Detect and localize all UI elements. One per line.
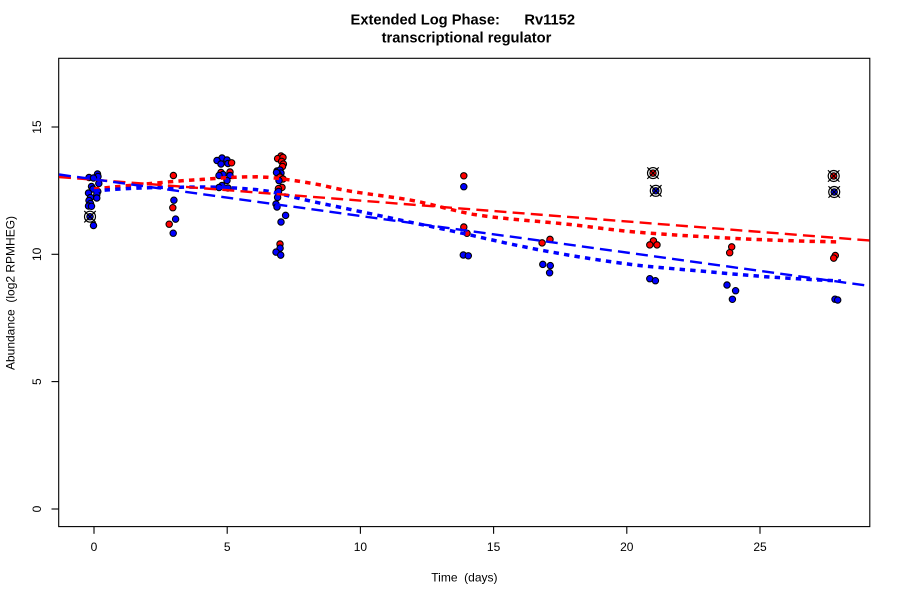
svg-text:Abundance (log2 RPMHEG): Abundance (log2 RPMHEG) [4,216,18,370]
svg-text:10: 10 [354,540,368,554]
svg-text:20: 20 [620,540,634,554]
svg-text:5: 5 [224,540,231,554]
svg-text:Extended Log Phase: Rv115: Extended Log Phase: Rv1152 [351,13,575,29]
svg-text:15: 15 [487,540,501,554]
svg-text:transcriptional regulator: transcriptional regulator [382,31,552,47]
svg-text:25: 25 [753,540,767,554]
svg-text:15: 15 [30,120,44,134]
svg-text:Time (days): Time (days) [431,571,497,585]
svg-text:5: 5 [30,378,44,385]
svg-text:10: 10 [30,247,44,261]
svg-text:0: 0 [91,540,98,554]
svg-text:0: 0 [30,505,44,512]
